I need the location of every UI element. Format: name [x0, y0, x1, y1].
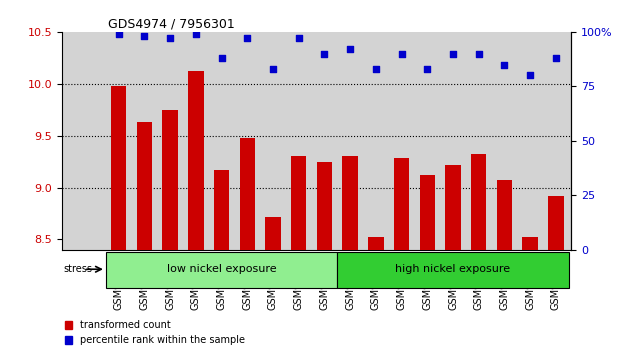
- Point: [499, 62, 509, 67]
- Text: GDS4974 / 7956301: GDS4974 / 7956301: [108, 18, 235, 31]
- Point: [294, 35, 304, 41]
- Bar: [291, 156, 306, 354]
- Bar: [240, 138, 255, 354]
- Text: low nickel exposure: low nickel exposure: [167, 264, 276, 274]
- Point: [371, 66, 381, 72]
- Bar: [337, 252, 569, 288]
- Point: [525, 73, 535, 78]
- Bar: [214, 170, 229, 354]
- Bar: [106, 252, 337, 288]
- Bar: [548, 196, 564, 354]
- Point: [268, 66, 278, 72]
- Bar: [137, 122, 152, 354]
- Text: high nickel exposure: high nickel exposure: [396, 264, 510, 274]
- Legend: transformed count, percentile rank within the sample: transformed count, percentile rank withi…: [61, 316, 249, 349]
- Bar: [522, 237, 538, 354]
- Point: [217, 55, 227, 61]
- Bar: [445, 165, 461, 354]
- Bar: [111, 86, 127, 354]
- Bar: [368, 237, 384, 354]
- Bar: [420, 175, 435, 354]
- Point: [140, 33, 150, 39]
- Point: [551, 55, 561, 61]
- Text: stress: stress: [63, 264, 93, 274]
- Point: [114, 31, 124, 37]
- Bar: [188, 71, 204, 354]
- Point: [319, 51, 329, 57]
- Point: [191, 31, 201, 37]
- Point: [474, 51, 484, 57]
- Bar: [163, 110, 178, 354]
- Bar: [317, 161, 332, 354]
- Point: [165, 35, 175, 41]
- Bar: [342, 156, 358, 354]
- Bar: [394, 159, 409, 354]
- Point: [397, 51, 407, 57]
- Bar: [265, 217, 281, 354]
- Bar: [497, 180, 512, 354]
- Point: [422, 66, 432, 72]
- Point: [345, 46, 355, 52]
- Point: [242, 35, 252, 41]
- Point: [448, 51, 458, 57]
- Bar: [471, 154, 486, 354]
